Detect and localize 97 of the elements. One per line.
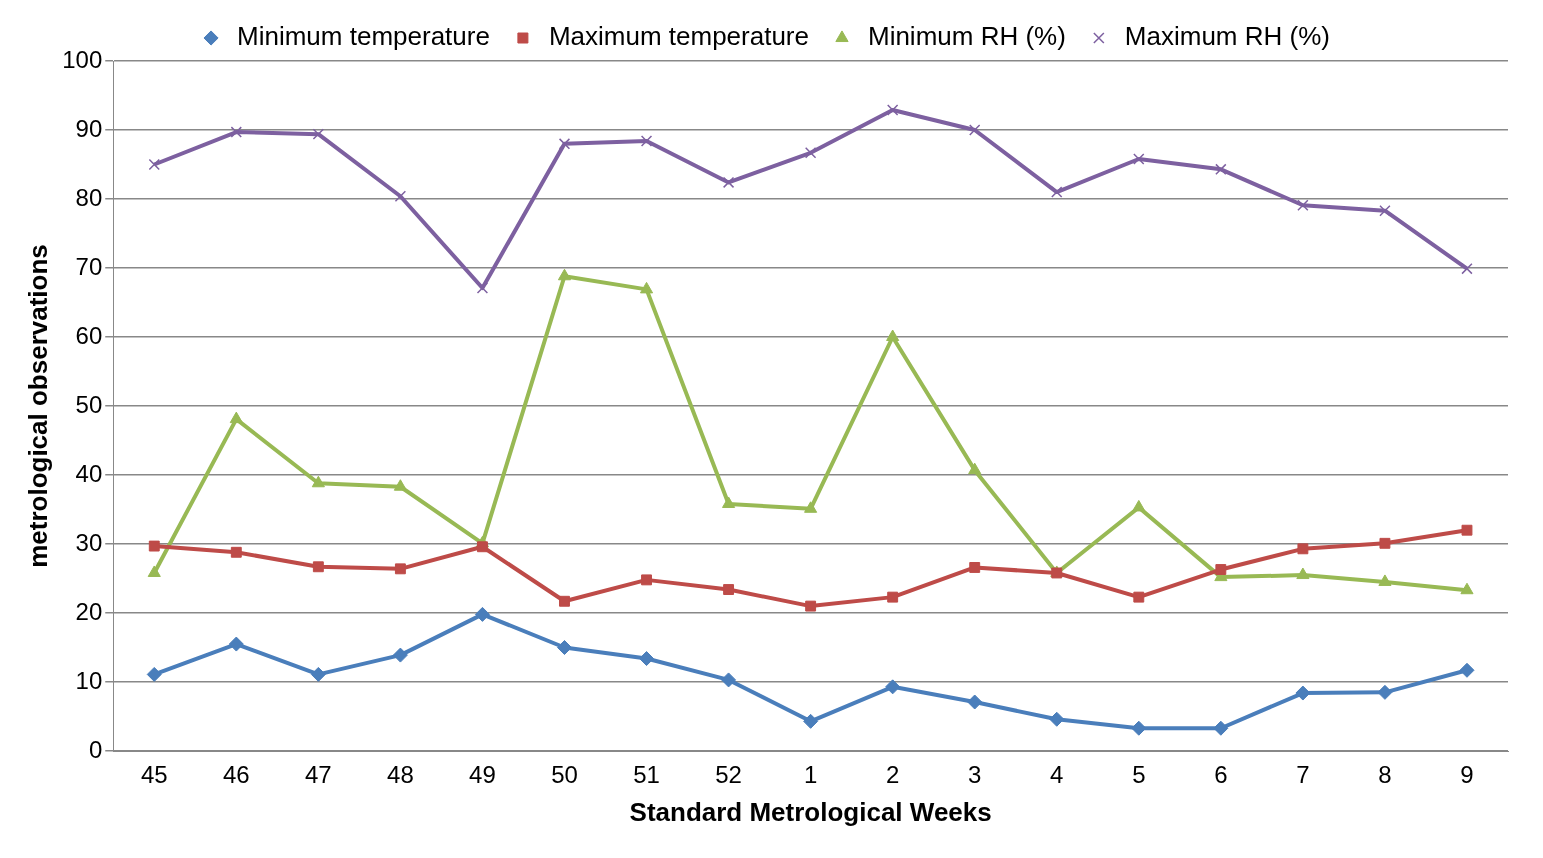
point (1215, 564, 1227, 575)
point (392, 647, 408, 663)
point (640, 135, 653, 147)
point (967, 694, 983, 710)
y-axis-title: metrological observations (22, 244, 53, 568)
point (310, 666, 326, 682)
y-tick-label: 70 (75, 252, 103, 280)
point (969, 562, 981, 573)
point (1379, 205, 1391, 217)
y-tick-label: 80 (75, 183, 103, 211)
y-tick-label: 100 (62, 45, 103, 73)
point (1051, 186, 1063, 198)
y-tick-label: 60 (75, 321, 103, 349)
point (1133, 591, 1145, 603)
x-tick-label: 47 (305, 761, 332, 789)
y-tick-label: 0 (88, 735, 103, 763)
point (1379, 537, 1391, 549)
point (1213, 720, 1229, 736)
point (723, 584, 735, 595)
x-tick-label: 48 (387, 761, 414, 789)
point (1461, 262, 1473, 275)
point (474, 606, 490, 622)
x-tick-label: 49 (469, 761, 496, 789)
point (722, 176, 735, 189)
x-tick-label: 7 (1296, 761, 1310, 789)
x-tick-label: 9 (1460, 761, 1474, 789)
point (886, 329, 900, 341)
point (1297, 543, 1309, 555)
y-tick-label: 20 (75, 597, 103, 625)
x-tick-label: 5 (1132, 761, 1146, 789)
point (230, 546, 242, 558)
point (1295, 685, 1311, 701)
point (1461, 524, 1473, 536)
point (721, 672, 737, 688)
point (312, 128, 325, 140)
x-tick-label: 52 (715, 761, 742, 789)
point (1460, 582, 1474, 595)
point (803, 713, 819, 729)
x-tick-label: 4 (1050, 761, 1064, 789)
point (556, 640, 572, 655)
point (1133, 153, 1145, 165)
point (1132, 499, 1146, 512)
point (311, 475, 325, 488)
point (312, 561, 324, 573)
point (146, 666, 162, 682)
x-tick-label: 51 (633, 761, 660, 789)
legend-label: Minimum temperature (237, 21, 490, 52)
point (230, 126, 243, 138)
y-tick-label: 40 (75, 459, 103, 487)
point (1131, 720, 1147, 736)
point (968, 462, 982, 475)
y-tick-label: 30 (75, 528, 103, 556)
point (969, 124, 981, 136)
point (559, 595, 570, 607)
point (886, 104, 899, 116)
point (804, 147, 817, 159)
point (1297, 199, 1309, 211)
legend-label: Maximum RH (%) (1124, 21, 1330, 52)
x-tick-label: 8 (1378, 761, 1392, 789)
point (885, 679, 901, 695)
point (557, 268, 572, 281)
x-tick-label: 45 (140, 761, 168, 789)
y-tick-label: 90 (75, 114, 103, 142)
point (228, 636, 244, 652)
point (393, 479, 407, 491)
x-tick-label: 46 (222, 761, 250, 789)
point (1049, 711, 1065, 727)
point (229, 411, 243, 424)
point (1215, 163, 1227, 176)
y-tick-label: 10 (75, 666, 103, 694)
x-tick-label: 6 (1214, 761, 1228, 789)
y-tick-label: 50 (75, 390, 103, 418)
point (639, 281, 654, 294)
point (805, 600, 817, 612)
x-tick-label: 2 (885, 761, 900, 789)
point (148, 540, 160, 552)
point (887, 591, 899, 603)
point (639, 651, 655, 667)
point (1459, 662, 1475, 678)
legend-label: Maximum temperature (548, 21, 809, 52)
x-tick-label: 1 (803, 761, 818, 789)
x-tick-label: 50 (551, 761, 578, 789)
point (476, 282, 489, 294)
point (1296, 567, 1310, 580)
legend-label: Minimum RH (%) (867, 21, 1066, 52)
point (1377, 684, 1393, 700)
point (558, 138, 571, 150)
point (394, 563, 406, 575)
point (641, 574, 652, 586)
x-axis-title: Standard Metrological Weeks (629, 796, 992, 827)
point (147, 565, 161, 577)
point (1378, 574, 1392, 586)
point (804, 501, 818, 513)
point (476, 541, 488, 553)
point (722, 496, 736, 508)
x-tick-label: 3 (968, 761, 982, 789)
point (148, 158, 160, 171)
